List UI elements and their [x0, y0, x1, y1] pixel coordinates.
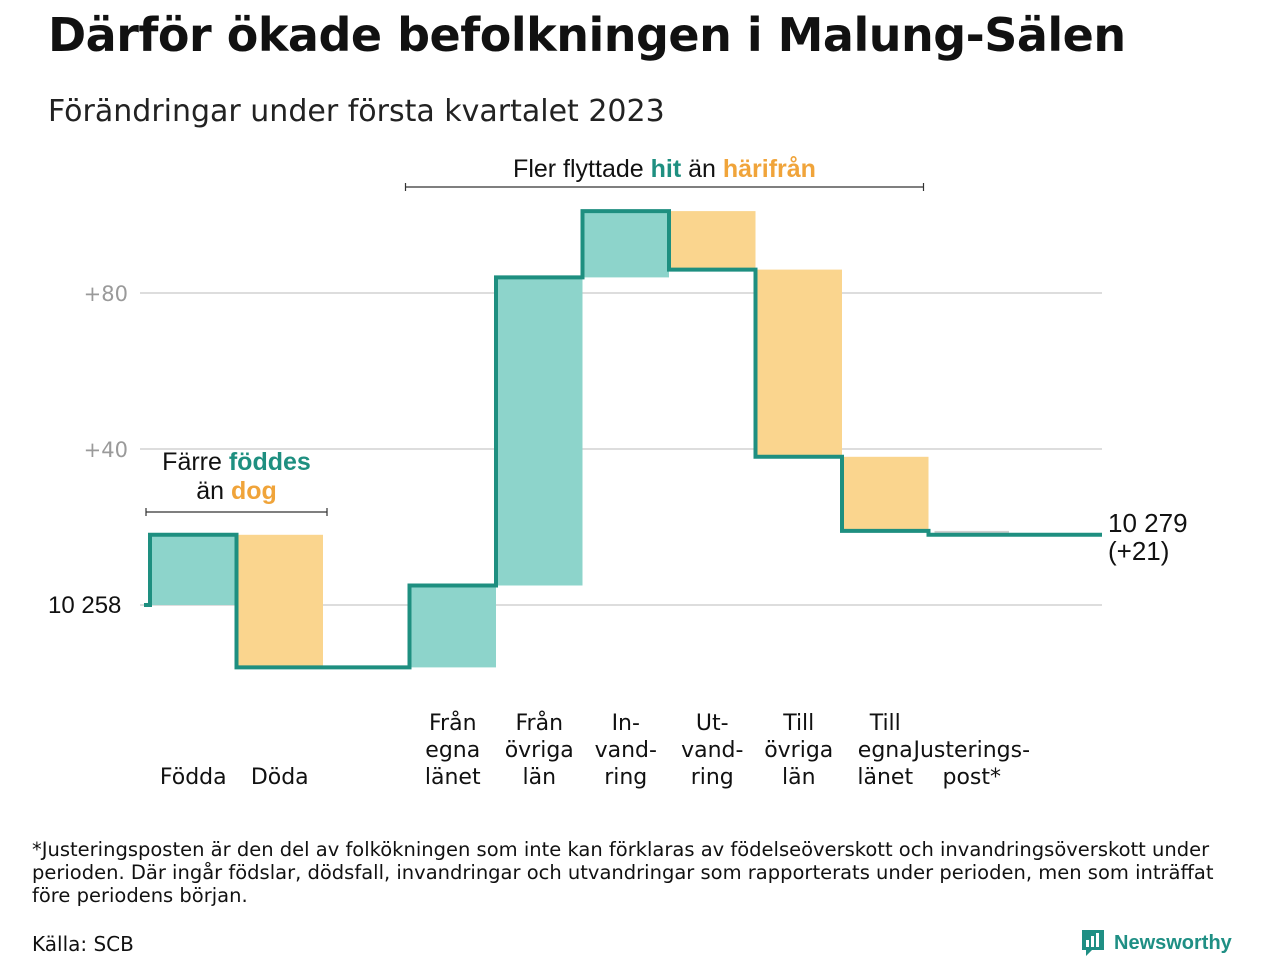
- y-tick-label: +80: [84, 282, 128, 306]
- category-label-fodda: Födda: [160, 765, 227, 790]
- bar-invandring: [582, 211, 669, 278]
- category-label-fran_ovriga: län: [522, 765, 556, 790]
- source-label: Källa: SCB: [32, 932, 134, 956]
- category-label-fran_ovriga: övriga: [505, 738, 574, 763]
- chart-subtitle: Förändringar under första kvartalet 2023: [48, 94, 665, 129]
- newsworthy-logo-icon: [1082, 930, 1104, 956]
- annotation-births-line2: än dog: [196, 477, 277, 505]
- chart-title: Därför ökade befolkningen i Malung-Sälen: [48, 8, 1126, 62]
- category-label-fran_egna: länet: [425, 765, 481, 790]
- category-label-till_egna: länet: [857, 765, 913, 790]
- category-label-utvandring: ring: [691, 765, 734, 790]
- category-label-utvandring: vand-: [681, 738, 743, 763]
- category-label-till_ovriga: övriga: [764, 738, 833, 763]
- bar-till_egna: [842, 456, 929, 531]
- step-line: [144, 209, 1102, 670]
- category-label-utvandring: Ut-: [696, 711, 729, 736]
- category-label-invandring: vand-: [595, 738, 657, 763]
- annotation-births-line1: Färre föddes: [162, 448, 311, 476]
- bar-fran_egna: [409, 585, 496, 668]
- y-tick-label: +40: [84, 438, 128, 462]
- annotation-moves: Fler flyttade hit än härifrån: [513, 155, 816, 183]
- brand-name: Newsworthy: [1114, 931, 1232, 954]
- start-value-label: 10 258: [48, 592, 121, 619]
- category-label-fran_egna: egna: [425, 738, 480, 763]
- brand[interactable]: Newsworthy: [1080, 928, 1232, 958]
- end-value-label: 10 279: [1108, 508, 1188, 538]
- end-change-label: (+21): [1108, 536, 1169, 566]
- bar-till_ovriga: [755, 269, 842, 457]
- footnote: *Justeringsposten är den del av folkökni…: [32, 838, 1214, 907]
- category-label-justering: Justerings-: [911, 738, 1030, 763]
- category-label-till_egna: Till: [869, 711, 901, 736]
- bar-doda: [236, 534, 323, 668]
- category-label-till_ovriga: län: [782, 765, 816, 790]
- category-label-doda: Döda: [251, 765, 309, 790]
- bar-utvandring: [669, 211, 756, 270]
- category-label-fran_ovriga: Från: [515, 710, 563, 736]
- category-label-invandring: ring: [604, 765, 647, 790]
- category-label-invandring: In-: [612, 711, 640, 736]
- bar-fodda: [150, 534, 237, 605]
- category-label-justering: post*: [942, 765, 1001, 790]
- category-label-fran_egna: Från: [429, 710, 477, 736]
- category-label-till_egna: egna: [858, 738, 913, 763]
- bar-fran_ovriga: [496, 277, 583, 586]
- category-label-till_ovriga: Till: [782, 711, 814, 736]
